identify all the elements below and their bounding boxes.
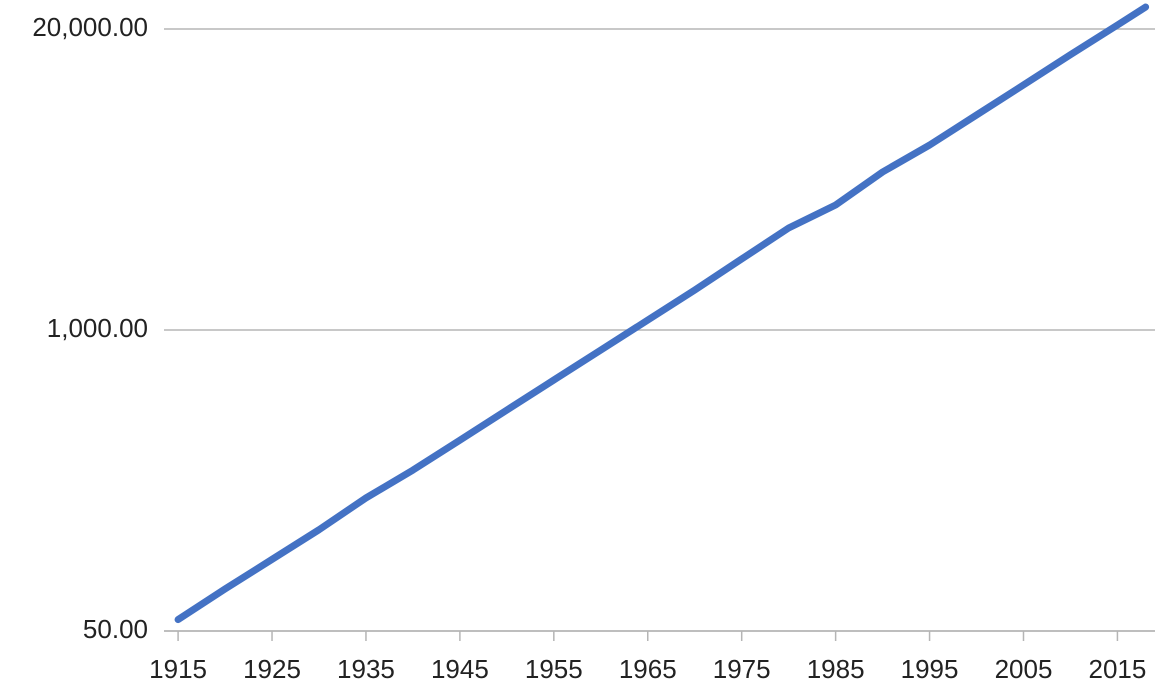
y-tick-label: 50.00	[83, 614, 148, 644]
data-line	[174, 3, 1150, 624]
x-tick-label: 1985	[807, 654, 865, 684]
x-tick-label: 1915	[149, 654, 207, 684]
x-tick-label: 1955	[525, 654, 583, 684]
y-tick-label: 20,000.00	[32, 12, 148, 42]
x-tick-label: 1995	[901, 654, 959, 684]
x-tick-label: 2005	[995, 654, 1053, 684]
x-tick-label: 1935	[337, 654, 395, 684]
y-tick-label: 1,000.00	[47, 313, 148, 343]
x-tick-label: 1975	[713, 654, 771, 684]
x-tick-label: 1965	[619, 654, 677, 684]
x-tick-label: 2015	[1089, 654, 1147, 684]
x-tick-label: 1925	[243, 654, 301, 684]
x-tick-label: 1945	[431, 654, 489, 684]
